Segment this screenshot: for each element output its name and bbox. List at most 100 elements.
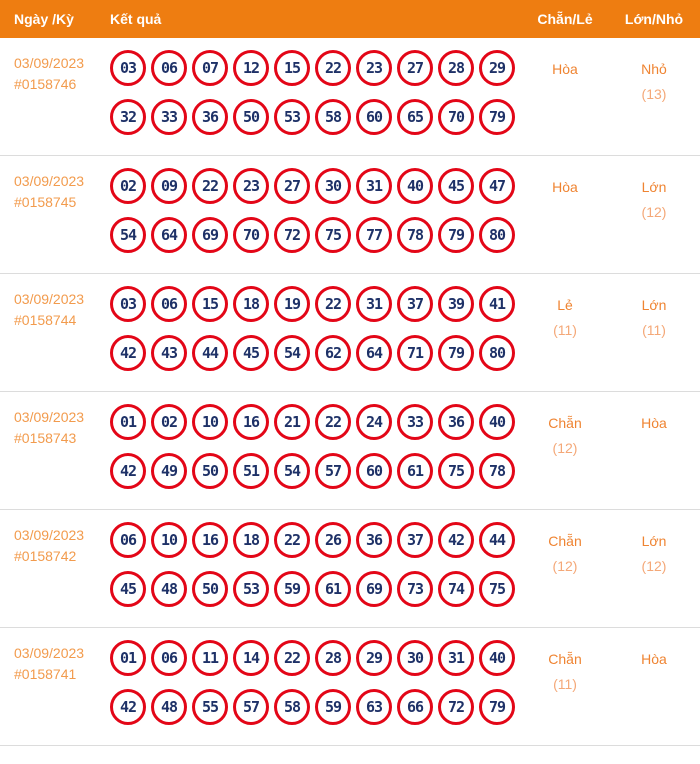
number-ball: 54 bbox=[274, 335, 310, 371]
number-ball: 72 bbox=[274, 217, 310, 253]
column-header-date: Ngày /Kỳ bbox=[14, 11, 74, 27]
numbers-line-2: 42 48 55 57 58 59 63 66 72 79 bbox=[110, 689, 515, 725]
number-ball: 32 bbox=[110, 99, 146, 135]
number-ball: 30 bbox=[397, 640, 433, 676]
number-ball: 03 bbox=[110, 286, 146, 322]
draw-date-block: 03/09/2023 #0158741 bbox=[0, 640, 110, 685]
draw-date-block: 03/09/2023 #0158743 bbox=[0, 404, 110, 449]
number-ball: 61 bbox=[397, 453, 433, 489]
number-ball: 62 bbox=[315, 335, 351, 371]
number-ball: 03 bbox=[110, 50, 146, 86]
draw-date: 03/09/2023 bbox=[14, 645, 85, 661]
number-ball: 75 bbox=[315, 217, 351, 253]
number-ball: 50 bbox=[192, 453, 228, 489]
number-ball: 72 bbox=[438, 689, 474, 725]
result-numbers: 03 06 07 12 15 22 23 27 28 29 32 33 36 50 53 58 60 65 70 7… bbox=[110, 50, 515, 135]
number-ball: 22 bbox=[192, 168, 228, 204]
even-odd-status: Chẵn (11) bbox=[515, 640, 615, 697]
even-odd-status: Hòa bbox=[515, 168, 615, 200]
big-small-label: Nhỏ bbox=[641, 61, 667, 77]
even-odd-label: Chẵn bbox=[548, 651, 582, 667]
even-odd-label: Hòa bbox=[552, 61, 578, 77]
even-odd-count: (11) bbox=[553, 322, 577, 338]
number-ball: 22 bbox=[315, 404, 351, 440]
number-ball: 06 bbox=[151, 50, 187, 86]
draw-id: #0158741 bbox=[14, 666, 77, 682]
big-small-status: Lớn (11) bbox=[615, 286, 693, 343]
number-ball: 48 bbox=[151, 571, 187, 607]
numbers-line-1: 06 10 16 18 22 26 36 37 42 44 bbox=[110, 522, 515, 558]
numbers-line-2: 45 48 50 53 59 61 69 73 74 75 bbox=[110, 571, 515, 607]
table-row: 03/09/2023 #0158744 03 06 15 18 19 22 31 37 39 41… bbox=[0, 274, 700, 392]
even-odd-count: (12) bbox=[552, 440, 578, 456]
big-small-status: Hòa bbox=[615, 640, 693, 672]
even-odd-label: Hòa bbox=[552, 179, 578, 195]
number-ball: 12 bbox=[233, 50, 269, 86]
numbers-line-2: 54 64 69 70 72 75 77 78 79 80 bbox=[110, 217, 515, 253]
number-ball: 75 bbox=[479, 571, 515, 607]
number-ball: 30 bbox=[315, 168, 351, 204]
number-ball: 51 bbox=[233, 453, 269, 489]
number-ball: 09 bbox=[151, 168, 187, 204]
number-ball: 22 bbox=[274, 640, 310, 676]
number-ball: 79 bbox=[438, 217, 474, 253]
draw-id: #0158742 bbox=[14, 548, 77, 564]
number-ball: 58 bbox=[315, 99, 351, 135]
table-row: 03/09/2023 #0158745 02 09 22 23 27 30 31 40 45 47… bbox=[0, 156, 700, 274]
number-ball: 15 bbox=[274, 50, 310, 86]
number-ball: 66 bbox=[397, 689, 433, 725]
big-small-label: Hòa bbox=[641, 415, 667, 431]
number-ball: 73 bbox=[397, 571, 433, 607]
number-ball: 27 bbox=[397, 50, 433, 86]
big-small-status: Hòa bbox=[615, 404, 693, 436]
number-ball: 06 bbox=[151, 640, 187, 676]
number-ball: 77 bbox=[356, 217, 392, 253]
number-ball: 75 bbox=[438, 453, 474, 489]
draw-date-block: 03/09/2023 #0158746 bbox=[0, 50, 110, 95]
number-ball: 49 bbox=[151, 453, 187, 489]
even-odd-status: Hòa bbox=[515, 50, 615, 82]
even-odd-label: Lẻ bbox=[557, 297, 573, 313]
draw-date-block: 03/09/2023 #0158745 bbox=[0, 168, 110, 213]
big-small-count: (12) bbox=[641, 558, 667, 574]
big-small-label: Lớn bbox=[641, 533, 667, 549]
draw-date-block: 03/09/2023 #0158742 bbox=[0, 522, 110, 567]
number-ball: 53 bbox=[274, 99, 310, 135]
numbers-line-2: 42 43 44 45 54 62 64 71 79 80 bbox=[110, 335, 515, 371]
number-ball: 64 bbox=[356, 335, 392, 371]
number-ball: 16 bbox=[233, 404, 269, 440]
lottery-results-table: Ngày /Kỳ Kết quả Chẵn/Lẻ Lớn/Nhỏ 03/09/2… bbox=[0, 0, 700, 746]
number-ball: 22 bbox=[315, 286, 351, 322]
number-ball: 47 bbox=[479, 168, 515, 204]
big-small-label: Hòa bbox=[641, 651, 667, 667]
number-ball: 78 bbox=[397, 217, 433, 253]
even-odd-status: Chẵn (12) bbox=[515, 404, 615, 461]
table-row: 03/09/2023 #0158743 01 02 10 16 21 22 24 33 36 40… bbox=[0, 392, 700, 510]
number-ball: 60 bbox=[356, 99, 392, 135]
number-ball: 02 bbox=[151, 404, 187, 440]
number-ball: 31 bbox=[356, 286, 392, 322]
number-ball: 40 bbox=[397, 168, 433, 204]
number-ball: 01 bbox=[110, 640, 146, 676]
number-ball: 42 bbox=[110, 335, 146, 371]
big-small-count: (11) bbox=[642, 322, 666, 338]
number-ball: 27 bbox=[274, 168, 310, 204]
number-ball: 65 bbox=[397, 99, 433, 135]
number-ball: 11 bbox=[192, 640, 228, 676]
number-ball: 42 bbox=[110, 689, 146, 725]
number-ball: 60 bbox=[356, 453, 392, 489]
even-odd-status: Chẵn (12) bbox=[515, 522, 615, 579]
draw-date: 03/09/2023 bbox=[14, 409, 85, 425]
number-ball: 37 bbox=[397, 522, 433, 558]
number-ball: 79 bbox=[438, 335, 474, 371]
number-ball: 26 bbox=[315, 522, 351, 558]
number-ball: 80 bbox=[479, 335, 515, 371]
number-ball: 45 bbox=[110, 571, 146, 607]
number-ball: 10 bbox=[151, 522, 187, 558]
number-ball: 18 bbox=[233, 522, 269, 558]
number-ball: 10 bbox=[192, 404, 228, 440]
result-numbers: 03 06 15 18 19 22 31 37 39 41 42 43 44 45 54 62 64 71 79 8… bbox=[110, 286, 515, 371]
numbers-line-1: 03 06 07 12 15 22 23 27 28 29 bbox=[110, 50, 515, 86]
number-ball: 29 bbox=[479, 50, 515, 86]
big-small-status: Lớn (12) bbox=[615, 168, 693, 225]
